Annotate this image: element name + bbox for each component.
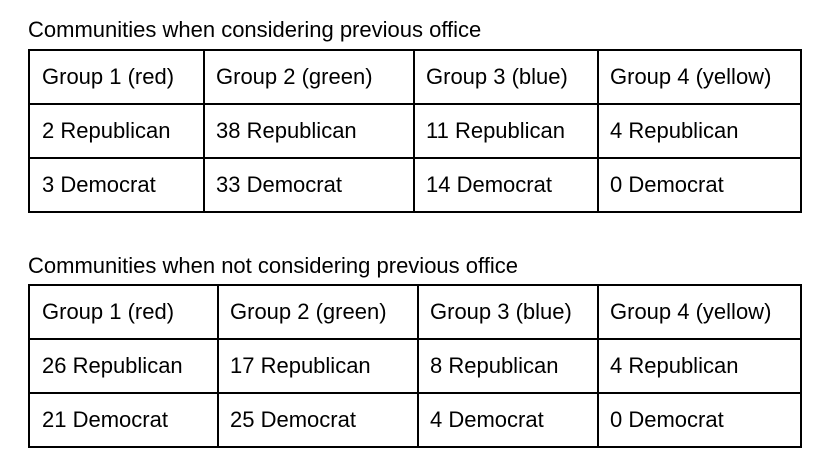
header-group-4: Group 4 (yellow) — [597, 49, 802, 105]
table-row-republican: 2 Republican 38 Republican 11 Republican… — [28, 103, 802, 159]
table-caption-previous-office: Communities when considering previous of… — [28, 17, 482, 42]
table-header-row: Group 1 (red) Group 2 (green) Group 3 (b… — [28, 284, 802, 340]
table-row-democrat: 3 Democrat 33 Democrat 14 Democrat 0 Dem… — [28, 157, 802, 213]
table-cell: 3 Democrat — [28, 157, 205, 213]
table-cell: 17 Republican — [217, 338, 419, 394]
header-group-3: Group 3 (blue) — [417, 284, 599, 340]
table-cell: 0 Democrat — [597, 157, 802, 213]
table-cell: 21 Democrat — [28, 392, 219, 448]
table-cell: 11 Republican — [413, 103, 599, 159]
table-cell: 14 Democrat — [413, 157, 599, 213]
table-cell: 0 Democrat — [597, 392, 802, 448]
header-group-1: Group 1 (red) — [28, 284, 219, 340]
header-group-3: Group 3 (blue) — [413, 49, 599, 105]
communities-no-previous-office-table: Group 1 (red) Group 2 (green) Group 3 (b… — [28, 284, 802, 448]
table-cell: 25 Democrat — [217, 392, 419, 448]
table-cell: 4 Republican — [597, 338, 802, 394]
table-cell: 4 Republican — [597, 103, 802, 159]
communities-previous-office-table: Group 1 (red) Group 2 (green) Group 3 (b… — [28, 49, 802, 213]
table-row-democrat: 21 Democrat 25 Democrat 4 Democrat 0 Dem… — [28, 392, 802, 448]
header-group-1: Group 1 (red) — [28, 49, 205, 105]
table-header-row: Group 1 (red) Group 2 (green) Group 3 (b… — [28, 49, 802, 105]
table-caption-no-previous-office: Communities when not considering previou… — [28, 253, 518, 278]
table-cell: 38 Republican — [203, 103, 415, 159]
header-group-4: Group 4 (yellow) — [597, 284, 802, 340]
table-cell: 8 Republican — [417, 338, 599, 394]
table-cell: 4 Democrat — [417, 392, 599, 448]
table-cell: 26 Republican — [28, 338, 219, 394]
header-group-2: Group 2 (green) — [203, 49, 415, 105]
header-group-2: Group 2 (green) — [217, 284, 419, 340]
table-row-republican: 26 Republican 17 Republican 8 Republican… — [28, 338, 802, 394]
table-cell: 2 Republican — [28, 103, 205, 159]
table-cell: 33 Democrat — [203, 157, 415, 213]
